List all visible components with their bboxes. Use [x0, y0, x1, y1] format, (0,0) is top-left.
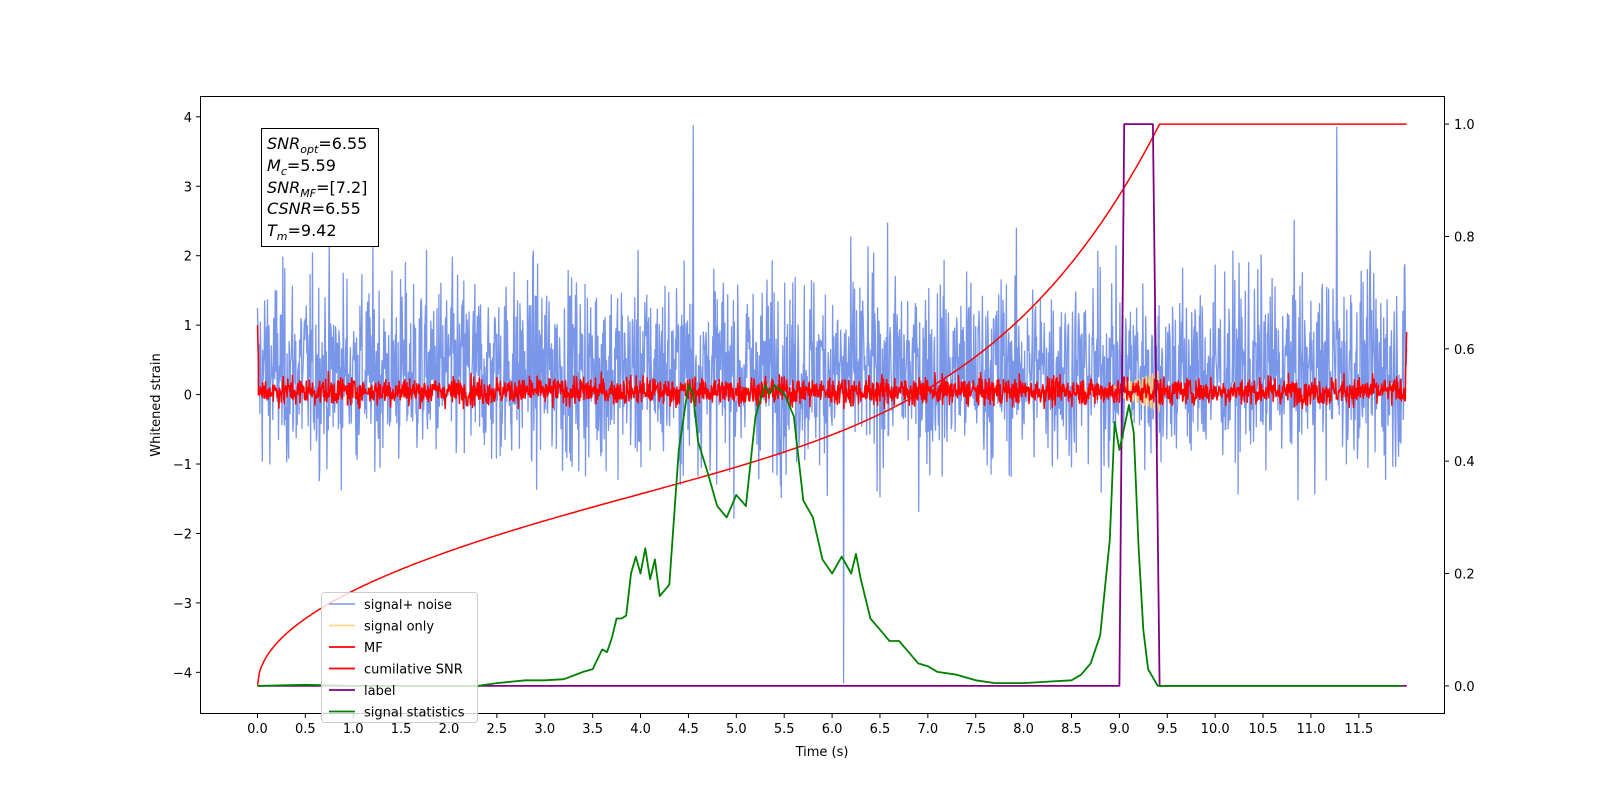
annotation-snr-opt: SNRopt=6.55	[267, 134, 367, 156]
x-tick-label: 7.0	[918, 722, 939, 737]
x-tick-label: 10.0	[1201, 722, 1230, 737]
x-tick-label: 0.5	[295, 722, 316, 737]
annotation-csnr: CSNR=6.55	[267, 199, 361, 218]
x-tick-label: 0.0	[247, 722, 268, 737]
x-tick-label: 9.0	[1109, 722, 1130, 737]
legend-label: label	[364, 684, 395, 699]
x-tick-label: 7.5	[965, 722, 986, 737]
x-tick-label: 8.0	[1013, 722, 1034, 737]
annotation-snr-mf: SNRMF=[7.2]	[267, 178, 367, 200]
x-tick-label: 4.5	[678, 722, 699, 737]
series-signal-noise-line	[256, 125, 1408, 684]
y-tick-label: 4	[184, 111, 192, 126]
x-tick-label: 4.0	[630, 722, 651, 737]
x-axis-label: Time (s)	[795, 745, 849, 760]
y-right-tick-label: 0.6	[1454, 343, 1475, 358]
y-tick-label: −3	[173, 597, 192, 612]
series-layer	[256, 123, 1408, 687]
legend-label: cumilative SNR	[364, 663, 463, 678]
y-tick-label: −4	[173, 666, 192, 681]
y-right-tick-label: 1.0	[1454, 118, 1475, 133]
y-right-tick-label: 0.0	[1454, 680, 1475, 695]
x-tick-label: 9.5	[1157, 722, 1178, 737]
legend-label: signal only	[364, 620, 434, 635]
y-tick-label: 3	[184, 180, 192, 195]
x-tick-label: 10.5	[1249, 722, 1278, 737]
x-tick-label: 2.0	[439, 722, 460, 737]
x-tick-label: 6.5	[870, 722, 891, 737]
x-tick-label: 1.0	[343, 722, 364, 737]
annotation-tm: Tm=9.42	[267, 221, 337, 243]
x-tick-label: 2.5	[487, 722, 508, 737]
x-tick-label: 3.5	[582, 722, 603, 737]
y-tick-label: 1	[184, 319, 192, 334]
legend-label: MF	[364, 641, 383, 656]
legend-label: signal statistics	[364, 706, 465, 721]
y-axis-left: 4 3 2 1 0 −1 −2 −3 −4	[173, 111, 200, 681]
y-tick-label: −1	[173, 458, 192, 473]
series-signal-only-line	[1070, 370, 1161, 413]
y-tick-label: −2	[173, 527, 192, 542]
x-tick-label: 6.0	[822, 722, 843, 737]
y-axis-right: 1.0 0.8 0.6 0.4 0.2 0.0	[1445, 118, 1475, 695]
series-mf-line	[256, 325, 1408, 410]
plot-border	[200, 96, 1445, 714]
y-tick-label: 2	[184, 250, 192, 265]
x-tick-label: 1.5	[391, 722, 412, 737]
annotation-box: SNRopt=6.55 Mc=5.59 SNRMF=[7.2] CSNR=6.5…	[261, 128, 379, 247]
series-cumulative-snr-line	[256, 123, 1407, 687]
x-tick-label: 11.5	[1344, 722, 1373, 737]
y-axis-label: Whitened strain	[149, 353, 164, 456]
annotation-mc: Mc=5.59	[267, 156, 336, 178]
x-tick-label: 11.0	[1296, 722, 1325, 737]
y-right-tick-label: 0.4	[1454, 455, 1475, 470]
x-tick-label: 8.5	[1061, 722, 1082, 737]
y-right-tick-label: 0.8	[1454, 230, 1475, 245]
y-tick-label: 0	[184, 389, 192, 404]
series-signal-statistics-line	[257, 384, 1402, 687]
x-tick-label: 5.0	[726, 722, 747, 737]
x-axis: 0.0 0.5 1.0 1.5 2.0 2.5 3.0 3.5 4.0 4.5 5.0 5.5 6.0 6…	[247, 714, 1373, 737]
y-right-tick-label: 0.2	[1454, 568, 1475, 583]
x-tick-label: 5.5	[774, 722, 795, 737]
legend: signal+ noise signal only MF cumilative SNR…	[321, 592, 478, 723]
legend-label: signal+ noise	[364, 598, 452, 613]
legend-frame	[321, 592, 478, 723]
x-tick-label: 3.0	[534, 722, 555, 737]
